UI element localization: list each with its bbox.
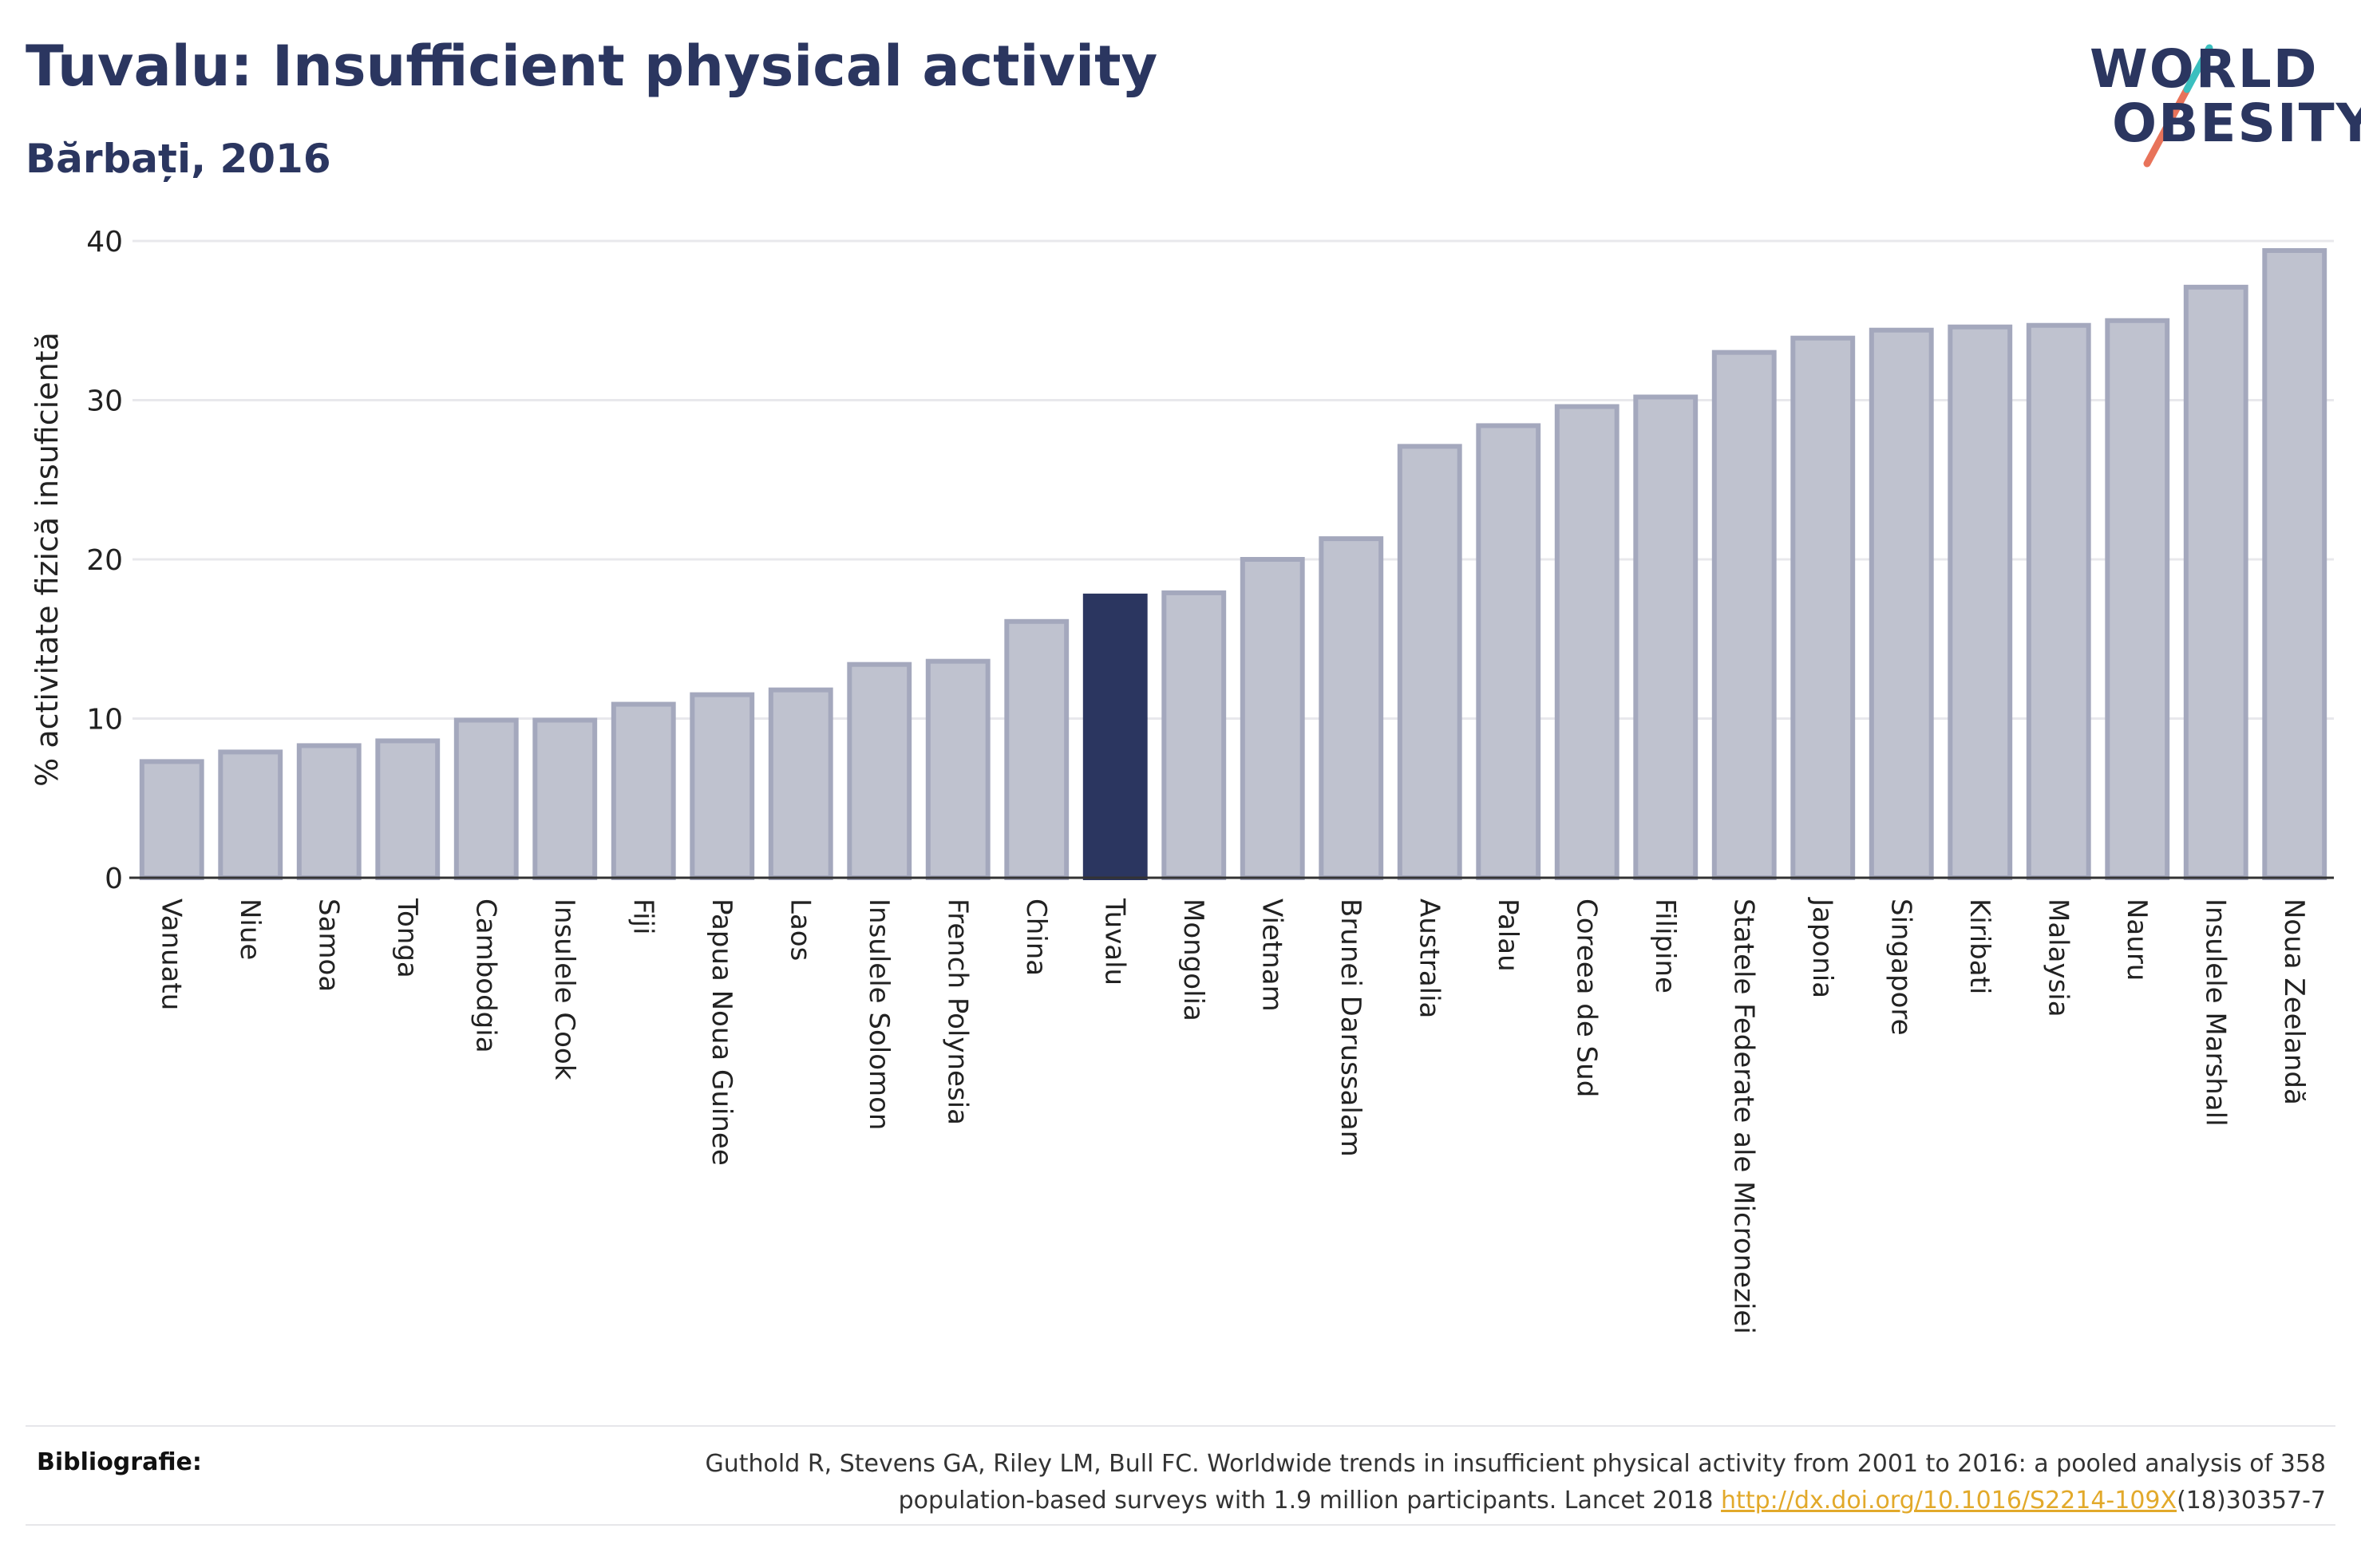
- x-tick-label: Tonga: [391, 898, 423, 978]
- bar-french-polynesia: [925, 658, 991, 880]
- x-tick-label: Niue: [234, 899, 266, 960]
- bars: [139, 247, 2327, 881]
- x-tick-label: Tuvalu: [1098, 898, 1130, 985]
- x-tick-label: Malaysia: [2042, 899, 2074, 1017]
- x-tick-label: Filipine: [1649, 899, 1681, 993]
- bar-vietnam: [1240, 557, 1305, 880]
- citation-line2-suffix: (18)30357-7: [2177, 1487, 2326, 1515]
- x-tick-label: China: [1020, 899, 1052, 976]
- x-tick-label: Brunei Darussalam: [1335, 899, 1366, 1157]
- x-tick-label: Cambodgia: [469, 899, 501, 1053]
- bar-fiji: [611, 701, 676, 880]
- y-tick-label: 40: [86, 226, 123, 259]
- bar-coreea-de-sud: [1554, 404, 1619, 881]
- x-tick-label: Nauru: [2121, 899, 2153, 981]
- y-tick-label: 10: [86, 704, 123, 737]
- bar-tonga: [375, 738, 441, 880]
- bar-kiribati: [1948, 324, 2013, 881]
- x-tick-label: Vanuatu: [155, 899, 187, 1010]
- x-tick-label: Vietnam: [1256, 899, 1287, 1012]
- citation-line1: Guthold R, Stevens GA, Riley LM, Bull FC…: [705, 1450, 2326, 1478]
- y-tick-label: 20: [86, 544, 123, 577]
- world-obesity-logo: WORLD OBESITY: [2075, 32, 2361, 168]
- x-tick-label: Coreea de Sud: [1570, 899, 1602, 1097]
- bibliography-citation: Guthold R, Stevens GA, Riley LM, Bull FC…: [490, 1446, 2326, 1519]
- x-tick-label: Insulele Marshall: [2199, 899, 2231, 1127]
- bar-filipine: [1633, 394, 1699, 880]
- x-tick-label: Fiji: [627, 899, 658, 934]
- bar-tuvalu: [1082, 593, 1148, 880]
- bar-insulele-solomon: [847, 662, 912, 880]
- bar-japonia: [1790, 335, 1856, 880]
- x-tick-label: Palau: [1492, 899, 1524, 972]
- x-tick-label: Noua Zeelandă: [2278, 899, 2310, 1105]
- x-tick-labels: Vanuatu Niue Samoa Tonga Cambodgia Insulele C…: [155, 897, 2310, 1334]
- x-tick-label: Japonia: [1806, 897, 1838, 998]
- bar-noua-zeeland-: [2262, 247, 2327, 881]
- bar-insulele-cook: [532, 717, 598, 880]
- bar-nauru: [2105, 318, 2170, 880]
- x-tick-label: Insulele Cook: [548, 899, 580, 1080]
- x-tick-label: Insulele Solomon: [863, 899, 895, 1130]
- bar-cambodgia: [453, 717, 519, 880]
- x-tick-label: Papua Noua Guinee: [706, 899, 738, 1166]
- bar-singapore: [1869, 327, 1934, 881]
- bar-brunei-darussalam: [1319, 536, 1384, 880]
- y-tick-label: 30: [86, 385, 123, 418]
- logo-line2: OBESITY: [2112, 93, 2361, 154]
- footer-divider-top: [26, 1425, 2335, 1427]
- bar-insulele-marshall: [2183, 284, 2248, 881]
- bar-samoa: [296, 743, 362, 880]
- x-tick-label: Samoa: [312, 899, 344, 992]
- y-axis-label: % activitate fizică insuficientă: [30, 332, 65, 787]
- citation-line2: population-based surveys with 1.9 millio…: [898, 1487, 1722, 1515]
- bibliography-label: Bibliografie:: [37, 1448, 202, 1476]
- x-tick-label: Singapore: [1884, 899, 1916, 1036]
- x-tick-label: French Polynesia: [941, 899, 973, 1125]
- logo-slash-icon: [2143, 44, 2213, 168]
- x-tick-label: Australia: [1413, 899, 1445, 1018]
- y-tick-labels: 0 10 20 30 40: [86, 226, 123, 895]
- bar-malaysia: [2026, 322, 2091, 881]
- bar-china: [1004, 618, 1070, 880]
- citation-doi-link[interactable]: http://dx.doi.org/10.1016/S2214-109X: [1721, 1487, 2177, 1515]
- bar-mongolia: [1161, 590, 1227, 880]
- x-tick-label: Mongolia: [1177, 899, 1209, 1021]
- page-subtitle: Bărbați, 2016: [26, 136, 331, 182]
- footer-divider-bottom: [26, 1524, 2335, 1526]
- bar-vanuatu: [139, 759, 204, 880]
- bar-chart: 0 10 20 30 40 Vanuatu Niue Samoa Tonga Cambodgia…: [30, 226, 2334, 1334]
- page-title: Tuvalu: Insufficient physical activity: [26, 34, 1158, 99]
- bar-palau: [1476, 423, 1541, 881]
- bar-australia: [1397, 444, 1462, 881]
- x-tick-label: Kiribati: [1964, 899, 1995, 994]
- y-tick-label: 0: [105, 863, 123, 895]
- bar-niue: [218, 749, 283, 881]
- bar-papua-noua-guinee: [690, 692, 755, 881]
- bar-laos: [768, 687, 833, 881]
- x-tick-label: Statele Federate ale Microneziei: [1727, 899, 1759, 1334]
- x-tick-label: Laos: [784, 899, 816, 961]
- bar-statele-federate-ale-microneziei: [1711, 350, 1777, 880]
- logo-line1: WORLD: [2090, 38, 2319, 100]
